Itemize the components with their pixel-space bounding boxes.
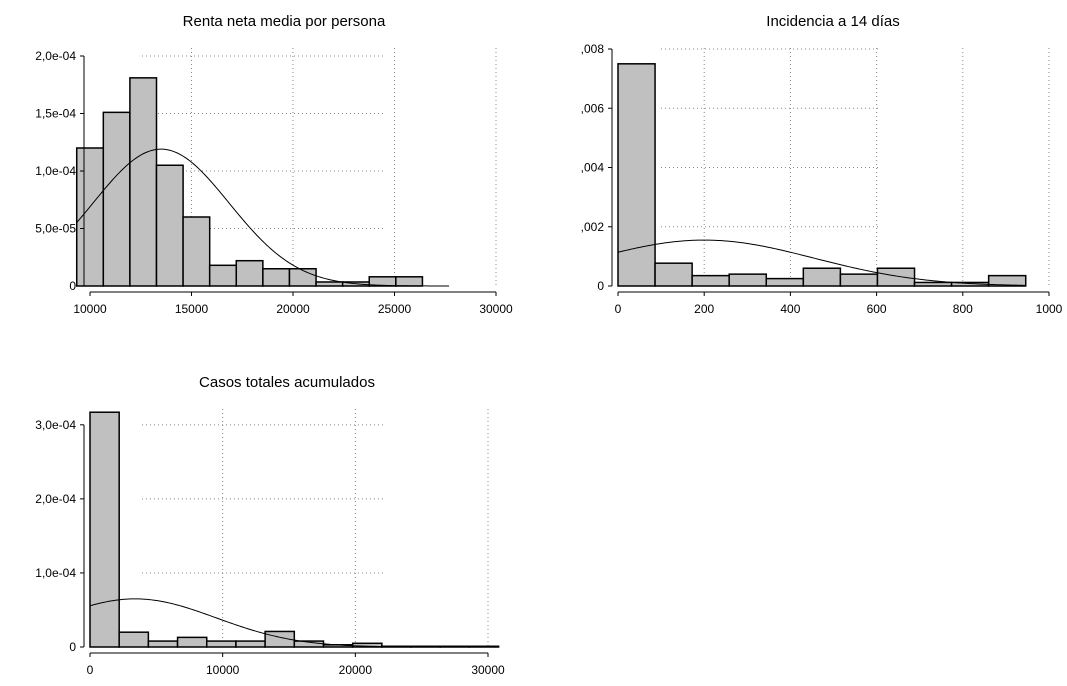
histogram-bar	[617, 63, 656, 287]
histogram-bar	[802, 267, 842, 287]
x-tick-label: 30000	[479, 302, 513, 316]
y-tick-label: ,008	[581, 42, 605, 56]
chart-title: Casos totales acumulados	[199, 374, 375, 391]
histogram-bar	[395, 276, 424, 287]
histogram-bar	[102, 111, 131, 287]
histogram-bar	[987, 274, 1027, 287]
x-tick-label: 30000	[471, 663, 505, 677]
histogram-bar	[235, 259, 264, 287]
x-tick-label: 0	[615, 302, 622, 316]
y-tick-label: ,004	[581, 161, 605, 175]
histogram-bar	[654, 262, 693, 287]
chart-panel-2: Incidencia a 14 días 0 ,002 ,004 ,006 ,008 0 20…	[581, 13, 1063, 316]
histogram-bar	[89, 411, 120, 648]
x-tick-label: 800	[953, 302, 973, 316]
y-tick-label: 1,0e-04	[35, 164, 76, 178]
histogram-bar	[147, 640, 179, 648]
histogram-bar	[75, 147, 105, 287]
x-tick-label: 0	[87, 663, 94, 677]
histogram-bar	[913, 281, 953, 287]
chart-title: Incidencia a 14 días	[766, 13, 899, 30]
chart-title: Renta neta media por persona	[183, 13, 386, 30]
density-curve	[617, 239, 1026, 286]
y-tick-label: ,002	[581, 220, 605, 234]
histogram-bar	[182, 216, 211, 287]
histogram-bar	[129, 77, 158, 287]
x-tick-label: 20000	[339, 663, 373, 677]
histogram-bar	[208, 264, 238, 287]
x-tick-label: 25000	[378, 302, 412, 316]
histogram-bar	[315, 281, 344, 287]
histogram-bar	[235, 640, 266, 648]
y-tick-label: 2,0e-04	[35, 49, 76, 63]
histogram-bar	[691, 274, 730, 287]
y-tick-label: 2,0e-04	[35, 492, 76, 506]
y-tick-label: 0	[69, 640, 76, 654]
x-tick-label: 600	[867, 302, 887, 316]
x-tick-label: 400	[780, 302, 800, 316]
y-tick-label: 1,0e-04	[35, 566, 76, 580]
histogram-bar	[728, 273, 768, 287]
density-curve	[76, 148, 450, 287]
y-tick-label: 0	[69, 279, 76, 293]
y-tick-label: 3,0e-04	[35, 418, 76, 432]
x-tick-label: 10000	[73, 302, 107, 316]
density-curve	[89, 598, 499, 648]
histogram-bar	[176, 636, 208, 648]
y-tick-label: 0	[597, 279, 604, 293]
x-tick-label: 1000	[1036, 302, 1063, 316]
histogram-bar	[205, 640, 237, 648]
histogram-bar	[839, 273, 879, 287]
histogram-bar	[876, 267, 916, 287]
histogram-bar	[765, 277, 805, 287]
y-tick-label: 5,0e-05	[35, 222, 76, 236]
y-tick-label: ,006	[581, 101, 605, 115]
x-tick-label: 20000	[276, 302, 310, 316]
y-tick-label: 1,5e-04	[35, 107, 76, 121]
histogram-bar	[155, 164, 184, 287]
histogram-bar	[118, 631, 150, 648]
x-tick-label: 10000	[206, 663, 240, 677]
chart-panel-3: Casos totales acumulados 0 1,0e-04 2,0e-04 3…	[35, 374, 505, 677]
histogram-bar	[351, 642, 383, 648]
x-tick-label: 200	[694, 302, 714, 316]
x-tick-label: 15000	[175, 302, 209, 316]
histogram-bar	[288, 268, 317, 287]
histogram-bar	[262, 268, 291, 287]
chart-panel-1: Renta neta media por persona 0 5,0e-05 1,0e…	[35, 13, 513, 316]
